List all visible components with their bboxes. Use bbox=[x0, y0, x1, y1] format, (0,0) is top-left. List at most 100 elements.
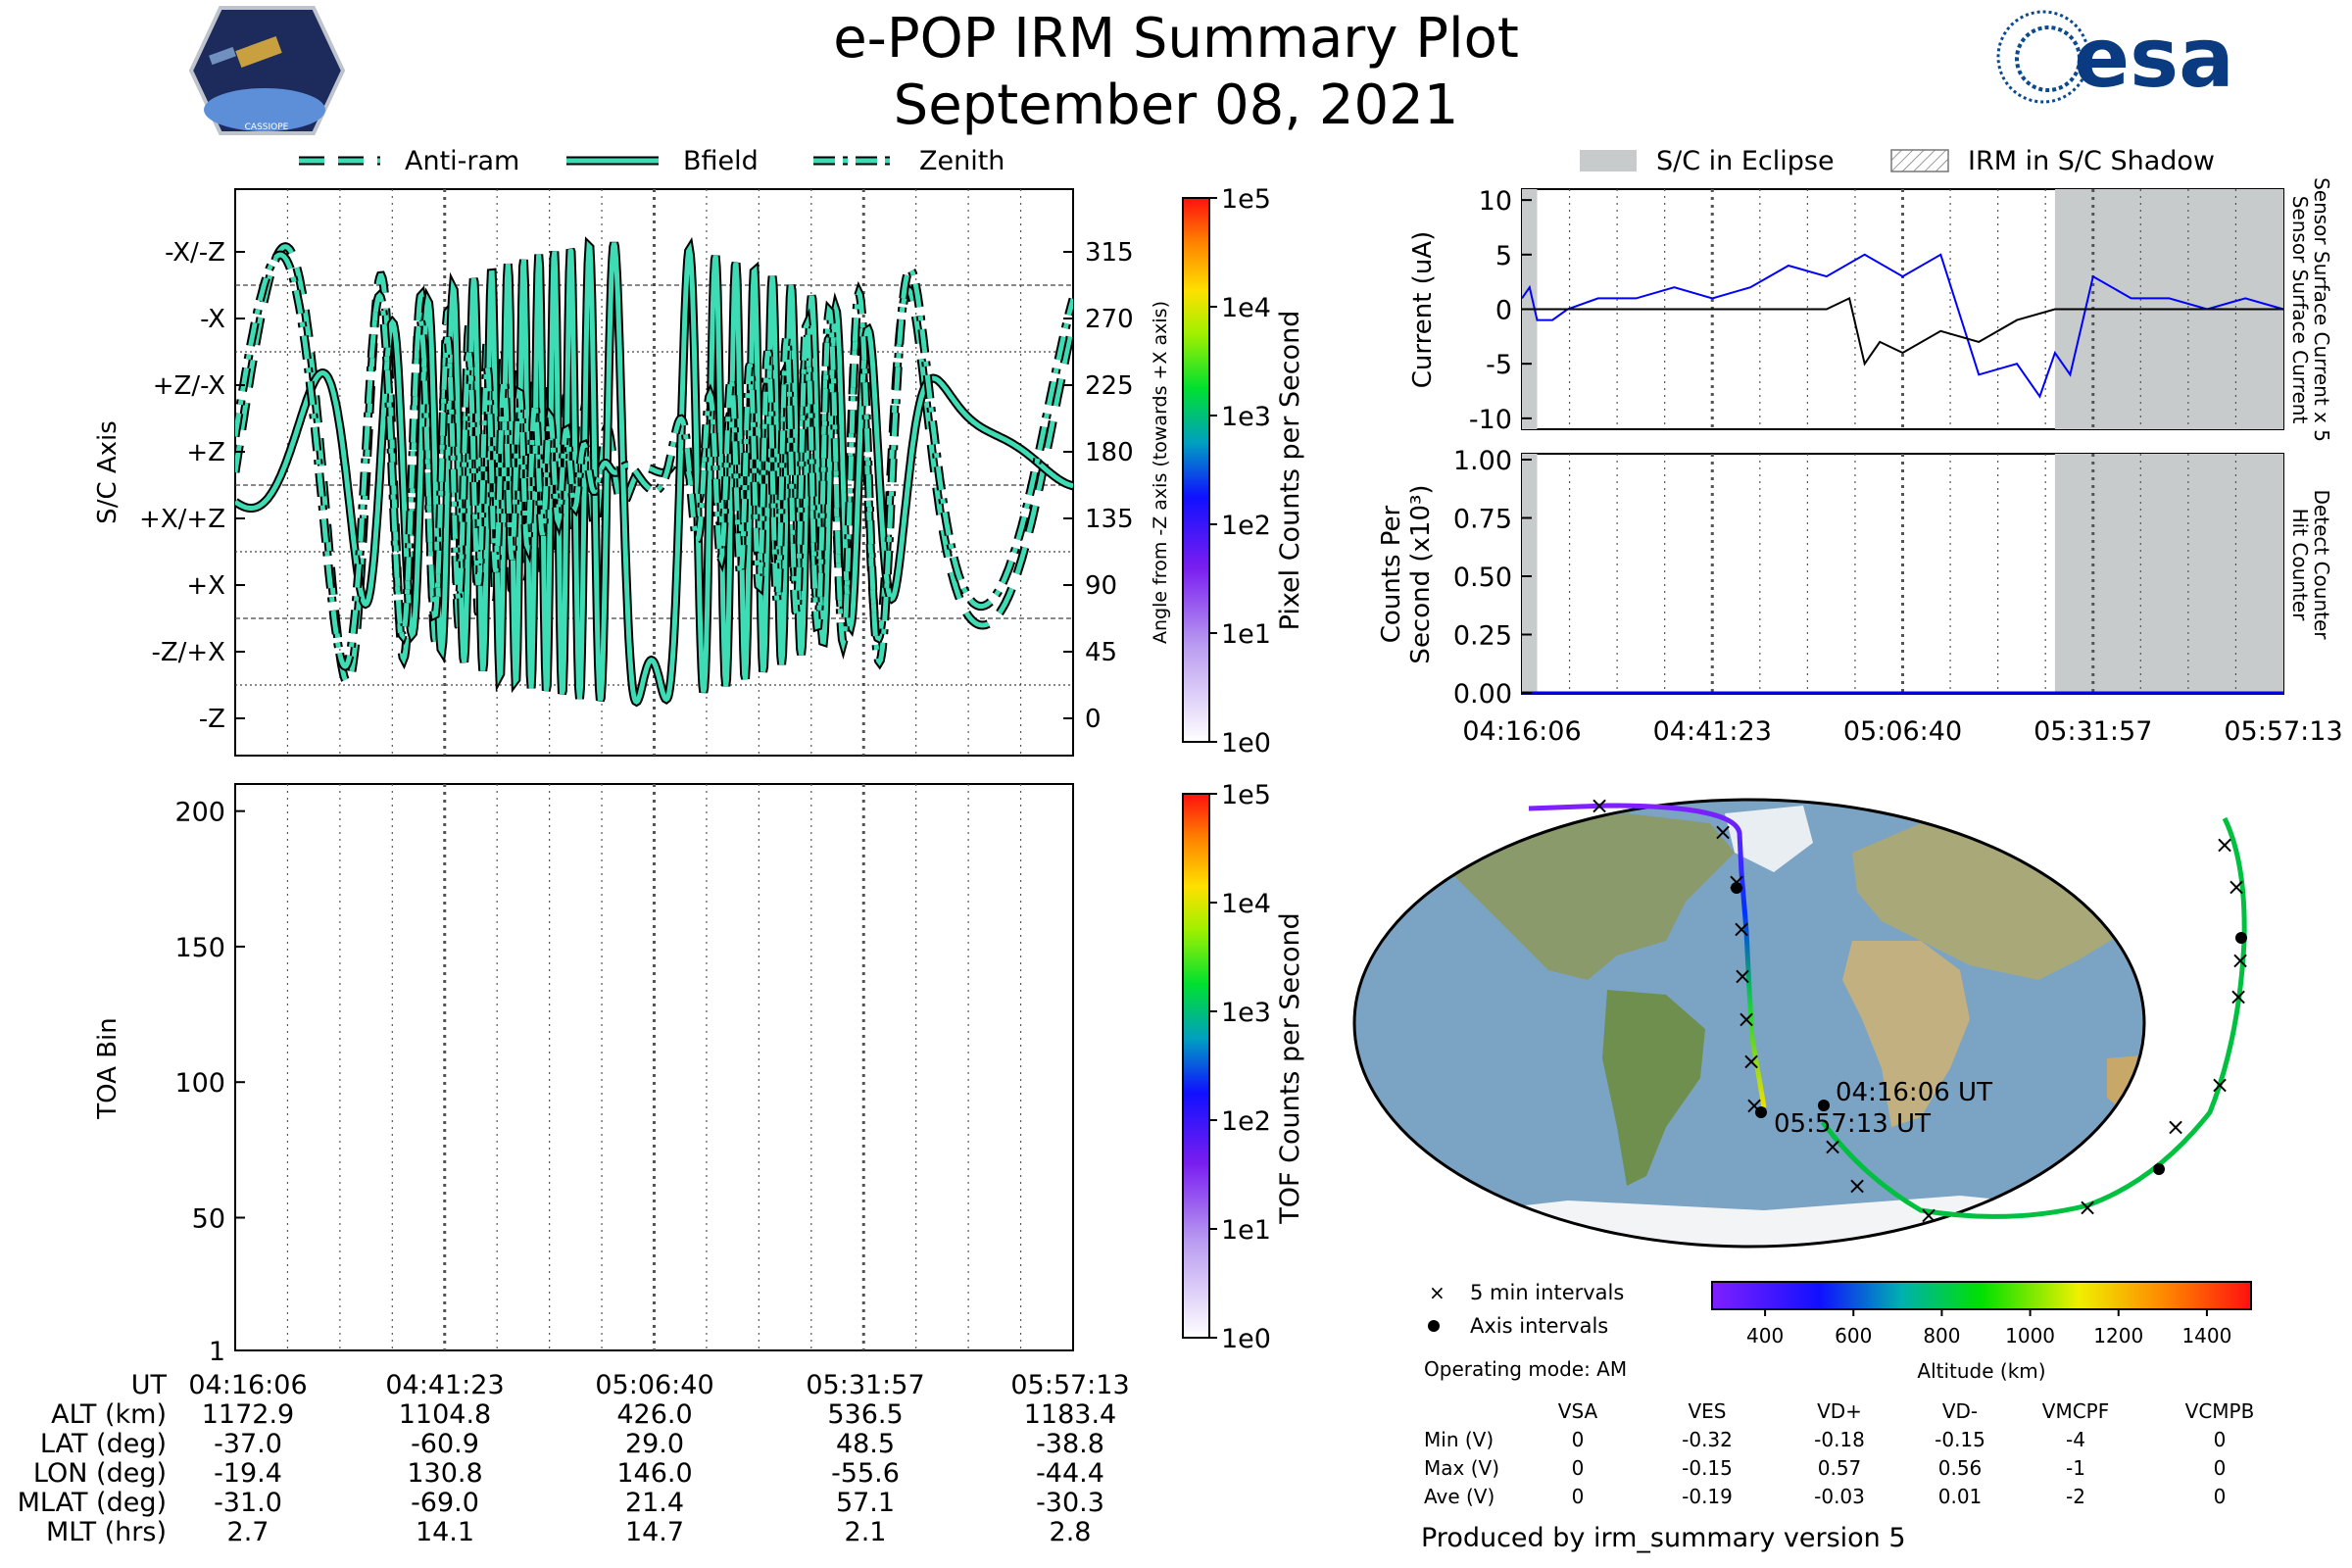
map-border bbox=[1352, 798, 2146, 1249]
altitude-tick-label: 800 bbox=[1923, 1324, 1960, 1348]
tof-colorbar-ticks: 1e5 1e4 1e3 1e2 1e1 1e0 bbox=[1209, 780, 1271, 1354]
operating-mode: Operating mode: AM bbox=[1424, 1357, 1627, 1381]
voltage-cell: 0 bbox=[2214, 1428, 2227, 1451]
voltage-cell: 0.57 bbox=[1818, 1456, 1862, 1480]
cur-tick-label: -5 bbox=[1486, 350, 1512, 380]
sc-axis-right-ticks: 315 270 225 180 135 90 45 0 bbox=[1063, 238, 1134, 734]
pixel-colorbar-tick-label: 1e1 bbox=[1221, 619, 1271, 650]
legend-5min: 5 min intervals bbox=[1470, 1281, 1624, 1304]
pixel-colorbar-ticks: 1e5 1e4 1e3 1e2 1e1 1e0 bbox=[1209, 184, 1271, 759]
ephemeris-cell: 14.1 bbox=[416, 1517, 474, 1547]
sc-left-tick-label: -Z/+X bbox=[151, 638, 225, 667]
sc-right-tick-label: 270 bbox=[1085, 305, 1134, 334]
map-cross-marker: × bbox=[1847, 1172, 1867, 1200]
voltage-cell: 0 bbox=[1572, 1428, 1585, 1451]
tof-colorbar-bar bbox=[1182, 793, 1210, 1339]
map-legend: × 5 min intervals Axis intervals Operati… bbox=[1424, 1281, 2252, 1383]
sc-left-tick-label: -X/-Z bbox=[165, 238, 225, 268]
orbit-track-west bbox=[1528, 803, 1767, 1108]
voltage-cell: -4 bbox=[2066, 1428, 2085, 1451]
voltage-cell: -0.18 bbox=[1814, 1428, 1865, 1451]
ephemeris-cell: 2.8 bbox=[1050, 1517, 1092, 1547]
ephemeris-row-label: ALT (km) bbox=[51, 1399, 167, 1430]
cur-tick-label: 5 bbox=[1495, 241, 1512, 271]
ephemeris-cell: 2.7 bbox=[227, 1517, 270, 1547]
ephemeris-cell: 05:57:13 bbox=[1010, 1370, 1129, 1400]
counts-right-label-blue: Detect Counter bbox=[2310, 490, 2333, 641]
sc-right-tick-label: 135 bbox=[1085, 505, 1134, 534]
toa-tick-label: 150 bbox=[174, 933, 225, 963]
ephemeris-cell: -37.0 bbox=[214, 1429, 282, 1459]
map-cross-marker: × bbox=[1732, 915, 1751, 943]
sc-trace-bfield bbox=[235, 240, 1073, 706]
ephemeris-cell: 04:41:23 bbox=[385, 1370, 504, 1400]
map-cross-marker: × bbox=[2078, 1194, 2097, 1221]
counts-right-label-black: Hit Counter bbox=[2288, 509, 2312, 621]
legend-shadow-label: IRM in S/C Shadow bbox=[1968, 146, 2215, 176]
plot-date: September 08, 2021 bbox=[894, 74, 1459, 137]
orbit-map: ×××××××××××××××××× 04:16:06 UT 05:57:13 … bbox=[1352, 792, 2250, 1249]
ephemeris-row-label: MLT (hrs) bbox=[46, 1517, 167, 1547]
pixel-colorbar-tick-label: 1e5 bbox=[1221, 184, 1271, 215]
altitude-ticks: 400 600 800 1000 1200 1400 bbox=[1746, 1309, 2231, 1348]
sc-left-tick-label: +Z/-X bbox=[153, 371, 225, 401]
current-ticks: 10 5 0 -5 -10 bbox=[1469, 186, 1532, 435]
ephemeris-row-label: UT bbox=[131, 1370, 168, 1400]
ephemeris-cell: 57.1 bbox=[836, 1488, 895, 1518]
footer-text: Produced by irm_summary version 5 bbox=[1421, 1523, 1906, 1553]
cross-marker-icon: × bbox=[1429, 1281, 1446, 1304]
toa-ylabel: TOA Bin bbox=[93, 1017, 122, 1119]
map-end-label: 05:57:13 UT bbox=[1774, 1109, 1931, 1139]
ephemeris-cell: -69.0 bbox=[411, 1488, 479, 1518]
right-time-tick-label: 05:57:13 bbox=[2224, 716, 2342, 747]
sc-right-tick-label: 180 bbox=[1085, 438, 1134, 467]
sc-axis-traces bbox=[235, 236, 1073, 708]
altitude-tick-label: 600 bbox=[1835, 1324, 1872, 1348]
map-dot-marker bbox=[1755, 1106, 1767, 1118]
ephemeris-cell: 04:16:06 bbox=[188, 1370, 307, 1400]
map-start-label: 04:16:06 UT bbox=[1836, 1078, 1992, 1107]
cnt-tick-label: 0.25 bbox=[1453, 621, 1512, 652]
pixel-colorbar-bar bbox=[1182, 197, 1210, 743]
tof-colorbar-tick-label: 1e0 bbox=[1221, 1324, 1271, 1354]
voltage-cell: -0.03 bbox=[1814, 1485, 1865, 1508]
toa-ticks: 200 150 100 50 1 bbox=[174, 798, 245, 1367]
tof-colorbar-tick-label: 1e2 bbox=[1221, 1106, 1271, 1137]
altitude-tick-label: 400 bbox=[1746, 1324, 1784, 1348]
current-panel: 10 5 0 -5 -10 Current (uA) Sensor Surface Cu… bbox=[1408, 177, 2333, 442]
pixel-colorbar-tick-label: 1e4 bbox=[1221, 293, 1271, 323]
ephemeris-row-label: MLAT (deg) bbox=[18, 1488, 167, 1518]
toa-tick-label: 200 bbox=[174, 798, 225, 828]
voltage-cell: 0.01 bbox=[1938, 1485, 1983, 1508]
voltage-col-header: VD- bbox=[1942, 1399, 1978, 1423]
ephemeris-cell: -38.8 bbox=[1036, 1429, 1104, 1459]
current-right-label-black: Sensor Surface Current bbox=[2288, 196, 2312, 424]
map-cross-marker: × bbox=[2230, 947, 2250, 974]
ephemeris-cell: 2.1 bbox=[845, 1517, 887, 1547]
current-series-line bbox=[1521, 253, 2284, 399]
voltage-cell: -0.15 bbox=[1682, 1456, 1733, 1480]
pixel-colorbar-label: Pixel Counts per Second bbox=[1275, 311, 1305, 631]
counts-panel: 1.00 0.75 0.50 0.25 0.00 Counts Per Second (… bbox=[1377, 446, 2333, 710]
sc-right-tick-label: 45 bbox=[1085, 638, 1117, 667]
voltage-cell: -0.32 bbox=[1682, 1428, 1733, 1451]
right-time-ticks: 04:16:06 04:41:23 05:06:40 05:31:57 05:57:13 bbox=[1462, 716, 2342, 747]
legend-zenith: Zenith bbox=[919, 146, 1004, 176]
orbit-markers: ×××××××××××××××××× bbox=[1590, 792, 2250, 1229]
cnt-tick-label: 1.00 bbox=[1453, 446, 1512, 476]
map-africa bbox=[1842, 941, 1970, 1127]
cnt-tick-label: 0.00 bbox=[1453, 679, 1512, 710]
ephemeris-cell: -30.3 bbox=[1036, 1488, 1104, 1518]
ephemeris-cell: -44.4 bbox=[1036, 1458, 1104, 1489]
counts-ylabel-2: Second (x10³) bbox=[1406, 484, 1436, 663]
voltage-col-header: VES bbox=[1688, 1399, 1726, 1423]
tof-colorbar-tick-label: 1e1 bbox=[1221, 1215, 1271, 1246]
map-cross-marker: × bbox=[2227, 873, 2246, 901]
toa-tick-label: 100 bbox=[174, 1068, 225, 1099]
voltage-cell: 0.56 bbox=[1938, 1456, 1983, 1480]
voltage-cell: 0 bbox=[1572, 1456, 1585, 1480]
map-cross-marker: × bbox=[1741, 1048, 1761, 1075]
map-cross-marker: × bbox=[1713, 818, 1733, 846]
map-cross-marker: × bbox=[1737, 1005, 1756, 1033]
altitude-label: Altitude (km) bbox=[1917, 1359, 2045, 1383]
